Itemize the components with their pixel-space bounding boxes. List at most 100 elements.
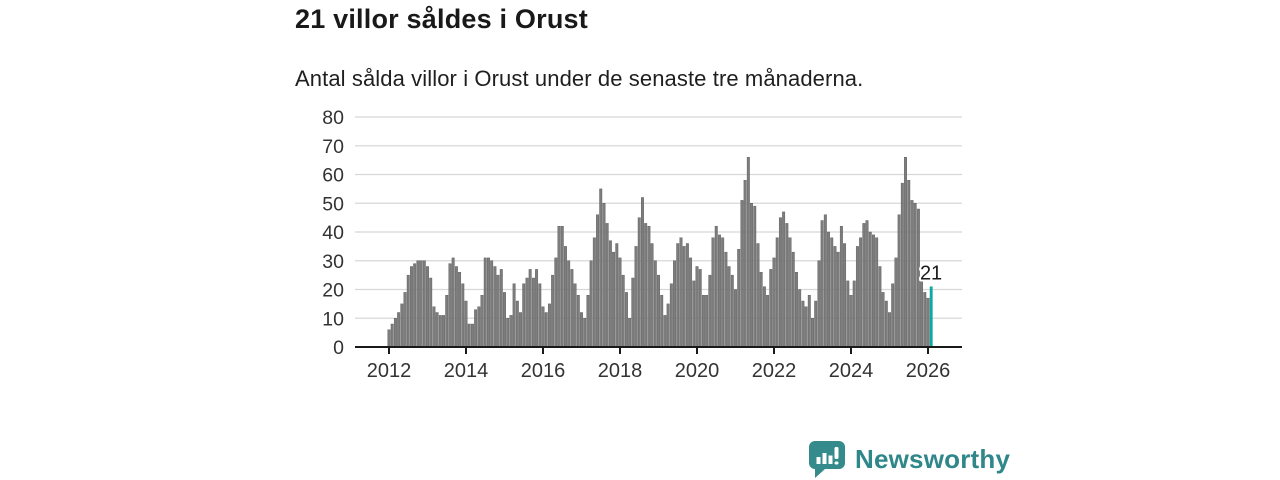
bar (843, 243, 847, 348)
bar (499, 269, 503, 348)
bar (509, 315, 513, 348)
y-tick-label: 70 (322, 136, 344, 158)
bar (490, 260, 494, 348)
bar (910, 200, 914, 348)
bar (923, 292, 927, 348)
bar (512, 283, 516, 348)
bar (541, 306, 545, 348)
newsworthy-logo[interactable]: Newsworthy (808, 440, 1010, 478)
bar (888, 312, 891, 348)
bar (692, 280, 696, 348)
bar (881, 292, 885, 348)
bar (612, 251, 616, 348)
bar (397, 312, 401, 348)
bar (663, 315, 667, 348)
newsworthy-logo-text: Newsworthy (855, 444, 1011, 474)
bar (551, 274, 555, 348)
bar (782, 211, 786, 348)
bar (487, 257, 490, 348)
bar (772, 257, 776, 348)
bar (445, 295, 449, 348)
bar (605, 223, 609, 348)
bar (483, 257, 487, 348)
bar (621, 274, 625, 348)
bar (666, 303, 670, 348)
bar (673, 260, 676, 348)
bar (807, 295, 811, 348)
bar (480, 295, 484, 348)
bar (470, 323, 474, 348)
x-tick-label: 2014 (444, 360, 489, 382)
bar (525, 277, 529, 348)
bar (576, 295, 580, 348)
bar (855, 246, 859, 348)
bar (801, 300, 805, 348)
bar (708, 274, 712, 348)
bar (737, 249, 741, 348)
bar (897, 214, 901, 348)
bar (535, 269, 539, 348)
bar (878, 266, 882, 348)
bar (852, 280, 856, 348)
bar (589, 260, 593, 348)
bar (904, 157, 907, 348)
bar (631, 277, 635, 348)
bar (432, 306, 436, 348)
bar (926, 297, 930, 348)
bar (727, 266, 731, 348)
bar (859, 237, 863, 348)
bar (875, 237, 879, 348)
bar (416, 260, 420, 348)
bar (836, 251, 840, 348)
bar (920, 277, 924, 348)
bar (615, 243, 619, 348)
bar (833, 246, 837, 348)
bar (714, 226, 718, 348)
bar (602, 203, 606, 348)
bar (634, 246, 638, 348)
bar (718, 234, 721, 348)
x-tick-label: 2022 (752, 360, 797, 382)
bar (515, 300, 519, 348)
bar (628, 318, 632, 348)
bar (458, 272, 462, 348)
y-tick-label: 0 (333, 337, 344, 359)
bar (596, 214, 599, 348)
bar (811, 318, 814, 348)
bar (522, 283, 526, 348)
bar (846, 280, 850, 348)
x-tick-label: 2024 (829, 360, 874, 382)
bar (778, 217, 782, 348)
chart-header: 21 villor såldes i Orust Antal sålda vil… (295, 0, 1015, 92)
x-tick-label: 2026 (906, 360, 951, 382)
bar (740, 200, 744, 348)
bar (477, 306, 481, 348)
bar-chart-canvas: 2012 2014 2016 2018 2020 2022 2024 2026 0 10 20 30 4… (322, 107, 962, 382)
bar (618, 257, 622, 348)
bar (400, 303, 404, 348)
x-axis-ticks: 2012 2014 2016 2018 2020 2022 2024 2026 (367, 347, 951, 382)
bar (567, 260, 571, 348)
bar (823, 214, 827, 348)
bar (660, 295, 664, 348)
bar (894, 257, 898, 348)
bar (554, 257, 558, 348)
bar (689, 257, 693, 348)
bar (644, 223, 648, 348)
x-tick-label: 2012 (367, 360, 412, 382)
bar (730, 274, 734, 348)
bar (461, 283, 465, 348)
y-tick-label: 80 (322, 107, 344, 129)
bar (653, 260, 657, 348)
bar (721, 237, 725, 348)
bar (564, 246, 567, 348)
bar (637, 217, 641, 348)
bar (762, 286, 766, 348)
sales-bar-chart: 2012 2014 2016 2018 2020 2022 2024 2026 0 10 20 30 4… (300, 100, 980, 400)
bar (454, 266, 458, 348)
bar (839, 226, 843, 348)
bar (657, 274, 660, 348)
highlight-annotation: 21 (920, 263, 942, 285)
bar (775, 237, 779, 348)
bar (390, 323, 394, 348)
